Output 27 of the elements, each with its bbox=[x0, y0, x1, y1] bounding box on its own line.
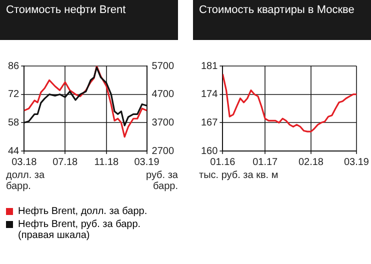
y-tick-label: 181 bbox=[200, 60, 218, 72]
y2-tick-label: 4700 bbox=[152, 89, 174, 100]
x-tick-label: 07.18 bbox=[52, 156, 78, 168]
x-tick-label: 03.18 bbox=[12, 156, 38, 168]
chart-title: Стоимость квартиры в Москве bbox=[193, 0, 371, 40]
y2-tick-label: 2700 bbox=[152, 146, 174, 157]
x-tick-label: 01.17 bbox=[252, 156, 278, 168]
x-tick-label: 03.19 bbox=[134, 156, 160, 168]
y-tick-label: 72 bbox=[8, 89, 20, 100]
legend-label: Нефть Brent, долл. за барр. bbox=[17, 206, 148, 217]
x-tick-label: 03.19 bbox=[344, 156, 370, 168]
x-tick-label: 11.18 bbox=[94, 156, 120, 168]
y2-tick-label: 5700 bbox=[152, 60, 174, 72]
y-tick-label: 86 bbox=[8, 60, 20, 72]
y2-axis-title: руб. за барр. bbox=[145, 170, 178, 192]
x-tick-label: 01.16 bbox=[210, 156, 236, 168]
y-tick-label: 44 bbox=[8, 146, 20, 157]
x-tick-label: 02.18 bbox=[298, 156, 324, 168]
y2-tick-label: 3700 bbox=[152, 117, 174, 128]
y-tick-label: 58 bbox=[8, 117, 20, 128]
legend-label: Нефть Brent, руб. за барр. (правая шкала) bbox=[17, 219, 142, 241]
y-tick-label: 167 bbox=[200, 117, 218, 128]
y-axis-title: долл. за барр. bbox=[6, 170, 46, 192]
y-axis-title: тыс. руб. за кв. м bbox=[199, 170, 280, 181]
chart-title: Стоимость нефти Brent bbox=[0, 0, 178, 40]
y-tick-label: 160 bbox=[200, 146, 218, 157]
y-tick-label: 174 bbox=[200, 89, 218, 100]
